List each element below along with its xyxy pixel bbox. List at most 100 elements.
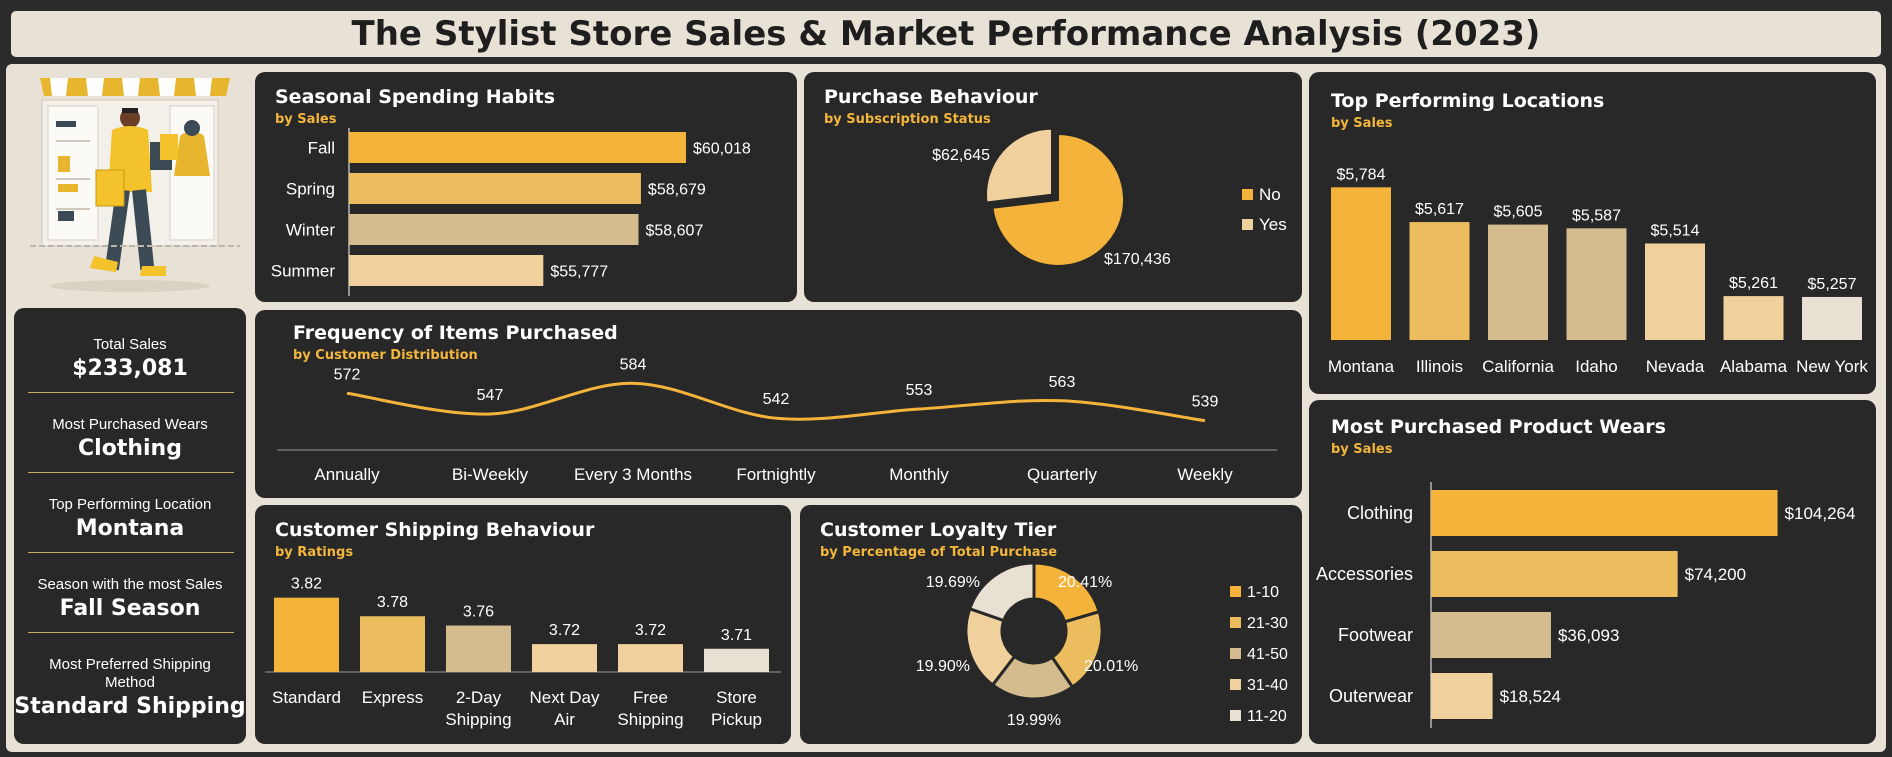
- legend-label: No: [1259, 185, 1281, 204]
- category-label: California: [1482, 357, 1554, 376]
- kpi-label: Most Purchased Wears: [52, 416, 208, 433]
- frequency-chart: 572 Annually 547 Bi-Weekly 584 Every 3 Months…: [277, 356, 1277, 484]
- frequency-panel: Frequency of Items Purchased by Customer…: [255, 310, 1302, 498]
- bar-nevada: [1645, 243, 1705, 340]
- legend-swatch: [1230, 617, 1241, 628]
- bar-2-day-shipping: [446, 625, 511, 672]
- category-label: Illinois: [1416, 357, 1463, 376]
- legend-swatch: [1242, 189, 1253, 200]
- data-label: $55,777: [550, 264, 608, 281]
- data-label: 563: [1049, 374, 1076, 391]
- legend-swatch: [1230, 586, 1241, 597]
- subscription-panel: Purchase Behaviour by Subscription Statu…: [804, 72, 1302, 302]
- data-label: 3.76: [463, 604, 494, 621]
- category-label: Every 3 Months: [574, 465, 692, 484]
- category-label: Winter: [286, 221, 335, 240]
- subscription-chart: $170,436 $62,645 No Yes: [932, 127, 1287, 268]
- bar-new-york: [1802, 296, 1862, 340]
- legend-swatch: [1230, 710, 1241, 721]
- donut-slice-11-20: [967, 561, 1036, 623]
- chart-subtitle: by Subscription Status: [824, 112, 991, 127]
- kpi-total-sales: Total Sales $233,081: [14, 336, 246, 381]
- chart-subtitle: by Percentage of Total Purchase: [820, 545, 1058, 560]
- kpi-divider: [28, 632, 234, 633]
- data-label: 3.71: [721, 627, 752, 644]
- category-label: Footwear: [1338, 625, 1413, 645]
- data-label: 584: [620, 356, 647, 373]
- shipping-panel: Customer Shipping Behaviour by Ratings 3…: [255, 505, 791, 744]
- data-label: $36,093: [1558, 626, 1619, 645]
- data-label: $18,524: [1500, 687, 1561, 706]
- bar-standard: [274, 597, 339, 672]
- chart-title: Purchase Behaviour: [824, 86, 1038, 108]
- page-title: The Stylist Store Sales & Market Perform…: [351, 14, 1541, 54]
- chart-subtitle: by Sales: [1331, 116, 1393, 131]
- category-label: Accessories: [1316, 564, 1413, 584]
- kpi-value: Standard Shipping: [14, 694, 246, 719]
- category-label: New York: [1796, 357, 1868, 376]
- legend-label: 31-40: [1247, 677, 1288, 694]
- legend-swatch: [1242, 219, 1253, 230]
- data-label: $74,200: [1685, 565, 1746, 584]
- data-label: 19.90%: [916, 658, 970, 675]
- data-label: 19.99%: [1007, 712, 1061, 729]
- legend-swatch: [1230, 679, 1241, 690]
- products-panel: Most Purchased Product Wears by Sales Cl…: [1309, 400, 1876, 744]
- kpi-label: Total Sales: [93, 336, 167, 353]
- data-label: 3.72: [549, 622, 580, 639]
- category-label: Quarterly: [1027, 465, 1097, 484]
- bar-express: [360, 616, 425, 672]
- category-label: Fall: [308, 139, 335, 158]
- shopping-illustration: [30, 76, 240, 296]
- kpi-label: Most Preferred Shipping Method: [49, 656, 211, 691]
- data-label: 19.69%: [926, 574, 980, 591]
- chart-title: Top Performing Locations: [1331, 90, 1605, 112]
- locations-chart: $5,784 Montana $5,617 Illinois $5,605 Califor…: [1328, 166, 1868, 376]
- data-label: 572: [334, 366, 361, 383]
- kpi-top-location: Top Performing Location Montana: [14, 496, 246, 541]
- kpi-shipping-method: Most Preferred Shipping Method Standard …: [14, 656, 246, 719]
- chart-subtitle: by Ratings: [275, 545, 354, 560]
- data-label: 539: [1192, 394, 1219, 411]
- bar-footwear: [1431, 612, 1551, 658]
- kpi-top-season: Season with the most Sales Fall Season: [14, 576, 246, 621]
- kpi-most-purchased-wears: Most Purchased Wears Clothing: [14, 416, 246, 461]
- data-label: $170,436: [1104, 251, 1171, 268]
- category-label: Clothing: [1347, 503, 1413, 523]
- bar-illinois: [1409, 222, 1470, 340]
- legend-swatch: [1230, 648, 1241, 659]
- data-label: $104,264: [1785, 504, 1856, 523]
- category-label: Shipping: [445, 710, 511, 729]
- category-label: Bi-Weekly: [452, 465, 529, 484]
- kpi-divider: [28, 472, 234, 473]
- data-label: $5,257: [1808, 276, 1857, 293]
- category-label: Air: [554, 710, 575, 729]
- bar-clothing: [1431, 490, 1778, 536]
- category-label: Montana: [1328, 357, 1395, 376]
- data-label: $5,784: [1337, 166, 1386, 183]
- bar-accessories: [1431, 551, 1678, 597]
- data-label: $5,261: [1729, 275, 1778, 292]
- kpi-value: Clothing: [78, 436, 182, 461]
- category-label: Idaho: [1575, 357, 1618, 376]
- category-label: Express: [362, 688, 423, 707]
- kpi-label: Season with the most Sales: [37, 576, 223, 593]
- category-label: Annually: [314, 465, 380, 484]
- category-label: Nevada: [1646, 357, 1705, 376]
- category-label: Outerwear: [1329, 686, 1413, 706]
- pie-slice-yes: [985, 127, 1054, 204]
- bar-summer: [349, 255, 544, 286]
- locations-panel: Top Performing Locations by Sales $5,784…: [1309, 72, 1876, 394]
- chart-title: Seasonal Spending Habits: [275, 86, 556, 108]
- bar-spring: [349, 173, 641, 204]
- category-label: Shipping: [617, 710, 683, 729]
- bar-montana: [1331, 187, 1391, 340]
- category-label: Store: [716, 688, 757, 707]
- category-label: Pickup: [711, 710, 762, 729]
- kpi-value: Fall Season: [59, 596, 201, 621]
- shipping-chart: 3.82 Standard 3.78 Express 3.76 2-Day Shipping…: [265, 576, 781, 729]
- category-label: Spring: [286, 180, 335, 199]
- legend-label: 11-20: [1247, 708, 1287, 725]
- bar-idaho: [1566, 228, 1627, 340]
- bar-winter: [349, 214, 639, 245]
